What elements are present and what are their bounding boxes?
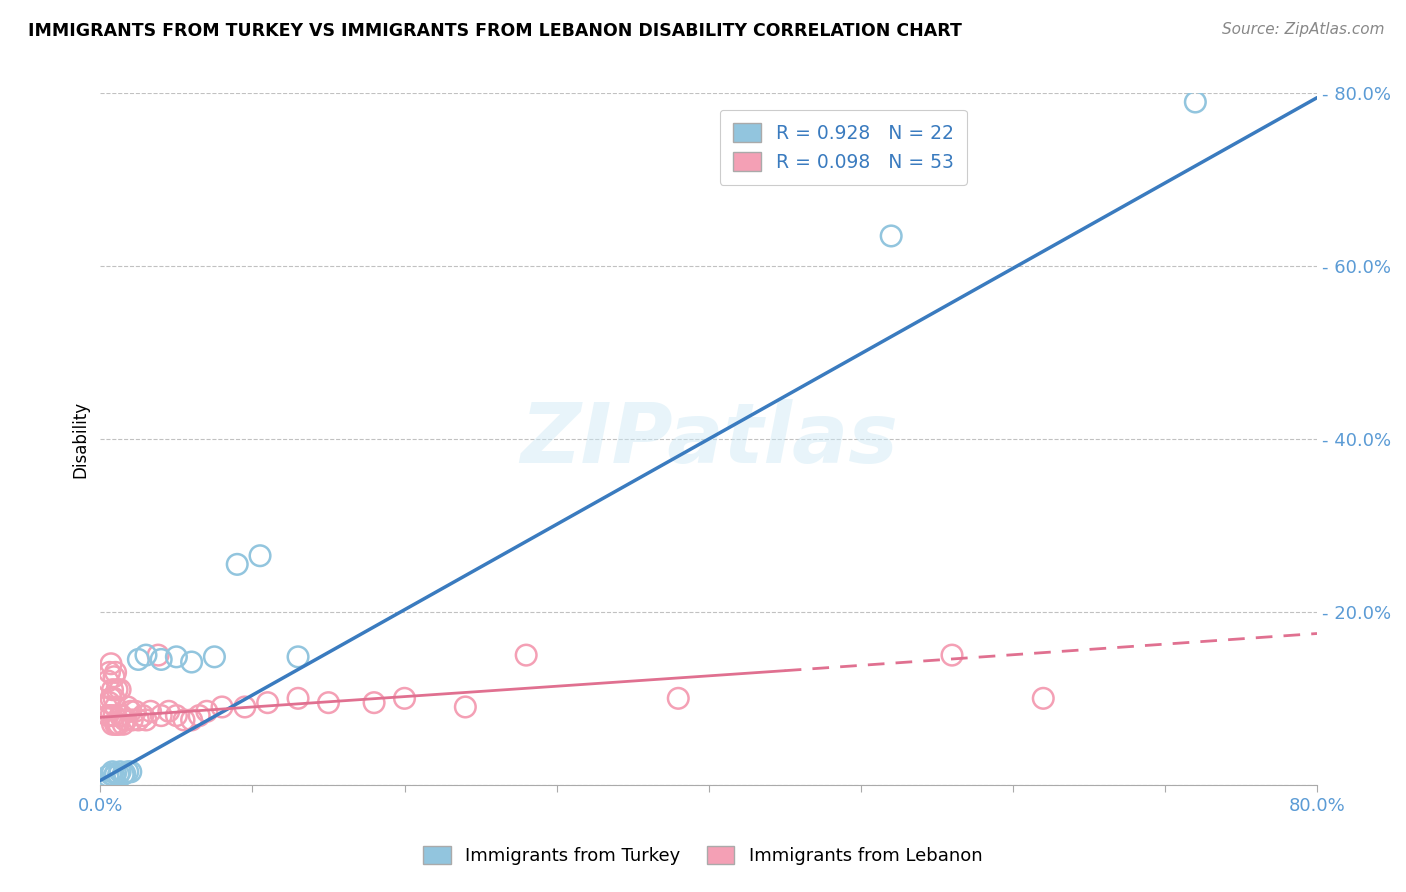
Point bbox=[101, 764, 124, 779]
Point bbox=[394, 691, 416, 706]
Point bbox=[107, 717, 129, 731]
Point bbox=[115, 713, 138, 727]
Point bbox=[1184, 95, 1206, 109]
Point bbox=[150, 652, 173, 666]
Point bbox=[666, 691, 689, 706]
Y-axis label: Disability: Disability bbox=[72, 401, 89, 477]
Point bbox=[318, 696, 340, 710]
Point bbox=[150, 708, 173, 723]
Point bbox=[188, 708, 211, 723]
Point bbox=[114, 713, 136, 727]
Point bbox=[98, 696, 121, 710]
Text: ZIPatlas: ZIPatlas bbox=[520, 399, 897, 480]
Point bbox=[101, 682, 124, 697]
Point bbox=[111, 708, 134, 723]
Point bbox=[127, 713, 149, 727]
Point bbox=[127, 652, 149, 666]
Point bbox=[104, 717, 127, 731]
Point bbox=[97, 769, 120, 783]
Point bbox=[256, 696, 278, 710]
Point bbox=[202, 649, 225, 664]
Legend: Immigrants from Turkey, Immigrants from Lebanon: Immigrants from Turkey, Immigrants from … bbox=[412, 835, 994, 876]
Point bbox=[124, 704, 146, 718]
Text: IMMIGRANTS FROM TURKEY VS IMMIGRANTS FROM LEBANON DISABILITY CORRELATION CHART: IMMIGRANTS FROM TURKEY VS IMMIGRANTS FRO… bbox=[28, 22, 962, 40]
Point bbox=[135, 713, 157, 727]
Point bbox=[287, 649, 309, 664]
Point bbox=[112, 717, 135, 731]
Point bbox=[139, 704, 162, 718]
Point bbox=[146, 648, 169, 662]
Point bbox=[105, 682, 128, 697]
Point bbox=[132, 708, 155, 723]
Point bbox=[1032, 691, 1054, 706]
Point bbox=[108, 764, 131, 779]
Point bbox=[173, 713, 195, 727]
Point bbox=[287, 691, 309, 706]
Point bbox=[97, 708, 120, 723]
Point bbox=[454, 700, 477, 714]
Point bbox=[104, 766, 127, 780]
Point bbox=[157, 704, 180, 718]
Text: Source: ZipAtlas.com: Source: ZipAtlas.com bbox=[1222, 22, 1385, 37]
Point bbox=[100, 708, 122, 723]
Point bbox=[120, 704, 142, 718]
Point bbox=[121, 713, 143, 727]
Point bbox=[105, 717, 128, 731]
Point bbox=[104, 665, 127, 680]
Point bbox=[108, 708, 131, 723]
Point bbox=[515, 648, 537, 662]
Point bbox=[104, 700, 127, 714]
Point bbox=[117, 764, 139, 779]
Point bbox=[100, 691, 122, 706]
Point bbox=[117, 700, 139, 714]
Point bbox=[103, 708, 125, 723]
Point bbox=[941, 648, 963, 662]
Point bbox=[135, 648, 157, 662]
Point bbox=[103, 691, 125, 706]
Point bbox=[180, 655, 202, 669]
Point bbox=[195, 704, 218, 718]
Point bbox=[100, 657, 122, 671]
Point bbox=[98, 665, 121, 680]
Point bbox=[120, 764, 142, 779]
Point bbox=[101, 717, 124, 731]
Point bbox=[97, 674, 120, 689]
Point bbox=[363, 696, 385, 710]
Point bbox=[165, 708, 187, 723]
Point bbox=[103, 670, 125, 684]
Point bbox=[96, 700, 118, 714]
Point bbox=[180, 713, 202, 727]
Point bbox=[108, 682, 131, 697]
Legend: R = 0.928   N = 22, R = 0.098   N = 53: R = 0.928 N = 22, R = 0.098 N = 53 bbox=[720, 110, 967, 186]
Point bbox=[233, 700, 256, 714]
Point bbox=[226, 558, 249, 572]
Point bbox=[249, 549, 271, 563]
Point bbox=[107, 767, 129, 781]
Point bbox=[114, 766, 136, 780]
Point bbox=[165, 649, 187, 664]
Point bbox=[112, 767, 135, 781]
Point bbox=[100, 767, 122, 781]
Point bbox=[103, 769, 125, 783]
Point bbox=[880, 229, 903, 244]
Point bbox=[211, 700, 233, 714]
